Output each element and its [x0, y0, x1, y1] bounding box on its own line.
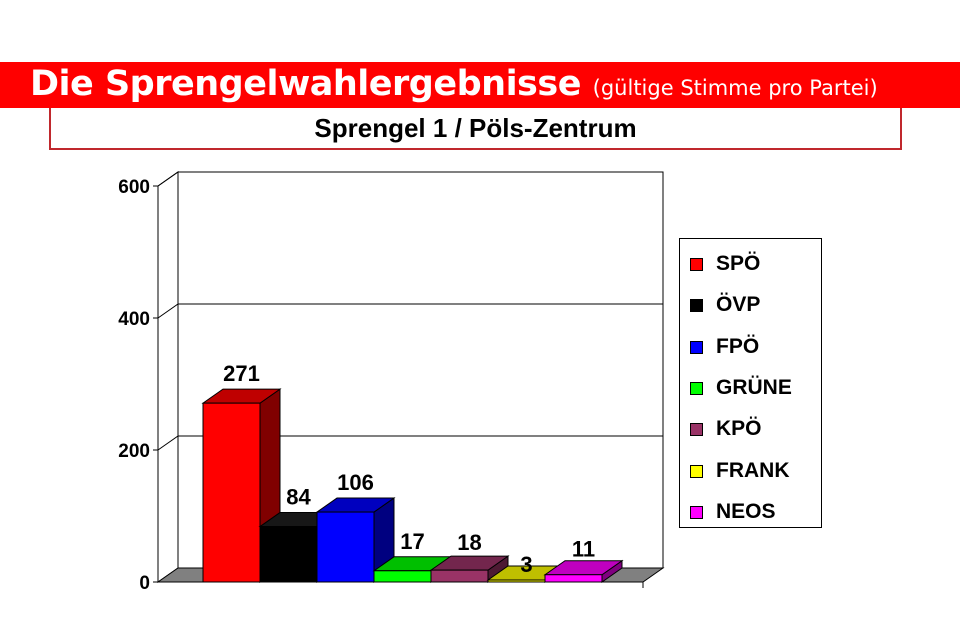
- legend-swatch: [690, 505, 703, 519]
- bar-front: [544, 574, 603, 583]
- chart-title-box: Sprengel 1 / Pöls-Zentrum: [49, 108, 902, 150]
- bar-front: [430, 569, 489, 583]
- data-label-övp: 84: [286, 485, 311, 510]
- page-title: Die Sprengelwahlergebnisse (gültige Stim…: [30, 64, 878, 104]
- data-label-grüne: 17: [400, 529, 424, 554]
- side-wall: [157, 171, 179, 583]
- bar-front: [259, 526, 318, 583]
- legend-label: GRÜNE: [716, 375, 792, 399]
- y-tick-label: 600: [118, 177, 150, 198]
- legend-label: KPÖ: [716, 417, 762, 441]
- legend: SPÖ ÖVP FPÖ GRÜNE KPÖ FRANK NEOS: [679, 238, 822, 528]
- title-bar: Die Sprengelwahlergebnisse (gültige Stim…: [0, 62, 960, 108]
- legend-label: FRANK: [716, 458, 790, 482]
- bar-front: [316, 511, 375, 583]
- legend-swatch: [690, 423, 703, 437]
- data-label-kpö: 18: [457, 530, 481, 555]
- data-label-frank: 3: [520, 552, 532, 577]
- y-tick-label: 0: [139, 573, 150, 594]
- legend-swatch: [690, 340, 703, 354]
- page-title-note: (gültige Stimme pro Partei): [592, 76, 878, 100]
- chart-title: Sprengel 1 / Pöls-Zentrum: [314, 113, 637, 143]
- bar-front: [487, 579, 546, 583]
- bar-neos: [543, 559, 624, 583]
- bar-spö: [201, 388, 282, 583]
- legend-label: NEOS: [716, 499, 776, 523]
- y-tick-label: 200: [118, 441, 150, 462]
- legend-label: SPÖ: [716, 252, 761, 275]
- gridlines: [157, 171, 663, 451]
- data-label-fpö: 106: [337, 470, 374, 495]
- data-label-spö: 271: [223, 361, 260, 386]
- legend-label: ÖVP: [716, 293, 761, 317]
- gridline: [157, 171, 663, 187]
- bar-kpö: [429, 555, 510, 583]
- y-tick-label: 400: [118, 309, 150, 330]
- bars: [201, 388, 624, 583]
- legend-swatch: [690, 464, 703, 478]
- gridline: [157, 435, 663, 451]
- legend-swatch: [690, 299, 703, 313]
- data-labels: 271 84 106 17 18 3 11: [223, 361, 595, 577]
- legend-label: FPÖ: [716, 334, 760, 358]
- gridline: [157, 303, 663, 319]
- bar-front: [202, 402, 261, 583]
- legend-swatch: [690, 381, 703, 395]
- page-title-text: Die Sprengelwahlergebnisse: [30, 64, 581, 104]
- data-label-neos: 11: [572, 537, 595, 562]
- bar-front: [373, 570, 432, 583]
- legend-swatch: [690, 258, 703, 271]
